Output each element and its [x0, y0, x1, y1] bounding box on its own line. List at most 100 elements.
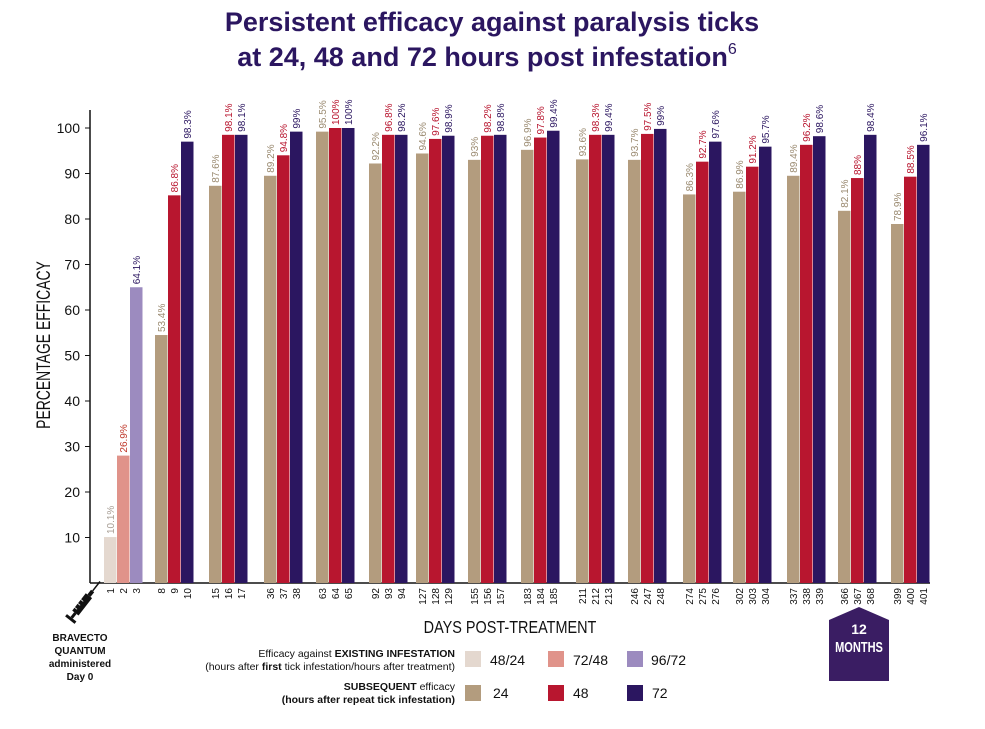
y-tick-labels: 10 20 30 40 50 60 70 80 90 100: [57, 120, 81, 546]
x-tick-label: 212: [591, 588, 602, 605]
x-axis-title: DAYS POST-TREATMENT: [424, 618, 597, 638]
bar-day-275: [696, 161, 709, 584]
bar-day-8: [155, 335, 168, 583]
bar-day-3: [130, 287, 143, 583]
data-label-day-401: 96.1%: [919, 113, 930, 141]
legend-label-96-72: 96/72: [651, 652, 686, 668]
bar-day-65: [342, 128, 355, 583]
legend-swatch-24: [465, 685, 481, 701]
data-label-day-15: 87.6%: [211, 154, 222, 182]
x-tick-label: 38: [292, 588, 303, 600]
data-label-day-337: 89.4%: [789, 144, 800, 172]
x-tick-label: 65: [344, 588, 355, 600]
bar-day-93: [382, 134, 395, 583]
x-tick-label: 366: [840, 588, 851, 605]
x-tick-label: 1: [106, 588, 117, 594]
x-tick-label: 368: [866, 588, 877, 605]
data-label-day-275: 92.7%: [698, 130, 709, 158]
data-label-day-274: 86.3%: [685, 163, 696, 191]
legend-label-72-48: 72/48: [573, 652, 608, 668]
y-tick-label: 60: [64, 302, 80, 318]
x-tick-label: 304: [761, 588, 772, 605]
x-tick-label: 156: [483, 588, 494, 605]
bar-day-337: [787, 175, 800, 583]
x-tick-label: 16: [224, 588, 235, 600]
bar-day-36: [264, 175, 277, 583]
x-tick-label: 185: [549, 588, 560, 605]
legend-subsequent-line2: (hours after repeat tick infestation): [282, 694, 455, 706]
note-line2: QUANTUM: [54, 646, 105, 657]
x-tick-label: 127: [418, 588, 429, 605]
x-tick-label: 399: [893, 588, 904, 605]
data-labels: 10.1% 26.9% 64.1% 53.4% 86.8% 98.3% 87.6% 98.1%…: [106, 99, 930, 534]
y-axis-title: PERCENTAGE EFFICACY: [33, 261, 55, 429]
x-tick-label: 155: [470, 588, 481, 605]
bar-day-304: [759, 146, 772, 583]
bar-day-157: [494, 134, 507, 583]
administered-note: BRAVECTO QUANTUM administered Day 0: [49, 633, 111, 683]
x-tick-label: 15: [211, 588, 222, 600]
x-tick-label: 211: [578, 588, 589, 604]
x-tick-label: 274: [685, 588, 696, 605]
data-label-day-129: 98.9%: [444, 104, 455, 132]
x-tick-label: 247: [643, 588, 654, 605]
x-tick-label: 94: [397, 588, 408, 600]
legend: Efficacy against EXISTING INFESTATION (h…: [205, 648, 686, 706]
y-tick-label: 20: [64, 484, 80, 500]
data-label-day-339: 98.6%: [815, 105, 826, 133]
syringe-icon: [65, 581, 101, 624]
x-tick-label: 248: [656, 588, 667, 605]
data-label-day-127: 94.6%: [418, 122, 429, 150]
x-tick-label: 2: [119, 588, 130, 594]
x-tick-label: 338: [802, 588, 813, 605]
bar-day-17: [235, 134, 248, 583]
y-tick-label: 40: [64, 393, 80, 409]
data-label-day-213: 99.4%: [604, 103, 615, 131]
x-tick-label: 303: [748, 588, 759, 605]
data-label-day-368: 98.4%: [866, 103, 877, 131]
bar-day-156: [481, 135, 494, 584]
badge-shape: [829, 607, 889, 681]
data-label-day-183: 96.9%: [523, 118, 534, 146]
x-tick-label: 337: [789, 588, 800, 605]
y-tick-label: 90: [64, 166, 80, 182]
x-tick-label: 275: [698, 588, 709, 605]
bar-day-184: [534, 137, 547, 583]
badge-line2: MONTHS: [835, 639, 883, 656]
data-label-day-65: 100%: [344, 99, 355, 125]
data-label-day-37: 94.8%: [279, 124, 290, 152]
bar-day-248: [654, 128, 667, 583]
legend-subsequent-line1: SUBSEQUENT efficacy: [344, 681, 456, 693]
bar-day-129: [442, 135, 455, 584]
x-tick-label: 276: [711, 588, 722, 605]
bar-day-247: [641, 133, 654, 584]
data-label-day-185: 99.4%: [549, 99, 560, 127]
x-tick-label: 401: [919, 588, 930, 605]
bar-day-366: [838, 210, 851, 583]
x-tick-label: 8: [157, 588, 168, 594]
x-tick-label: 183: [523, 588, 534, 605]
data-label-day-3: 64.1%: [132, 256, 143, 284]
data-label-day-156: 98.2%: [483, 104, 494, 132]
data-label-day-304: 95.7%: [761, 115, 772, 143]
bar-day-183: [521, 149, 534, 583]
legend-existing-line2: (hours after first tick infestation/hour…: [205, 661, 455, 673]
twelve-months-badge: 12 MONTHS: [829, 607, 889, 681]
data-label-day-10: 98.3%: [183, 110, 194, 138]
bar-day-246: [628, 159, 641, 583]
y-tick-label: 80: [64, 211, 80, 227]
x-tick-label: 36: [266, 588, 277, 600]
data-label-day-212: 98.3%: [591, 103, 602, 131]
bar-day-92: [369, 163, 382, 584]
x-tick-label: 184: [536, 588, 547, 605]
x-tick-label: 246: [630, 588, 641, 605]
data-label-day-1: 10.1%: [106, 506, 117, 534]
x-tick-label: 64: [331, 588, 342, 600]
data-label-day-17: 98.1%: [237, 103, 248, 131]
bar-day-400: [904, 176, 917, 583]
data-label-day-276: 97.6%: [711, 110, 722, 138]
bar-day-128: [429, 138, 442, 584]
bar-day-64: [329, 128, 342, 583]
x-tick-label: 129: [444, 588, 455, 605]
